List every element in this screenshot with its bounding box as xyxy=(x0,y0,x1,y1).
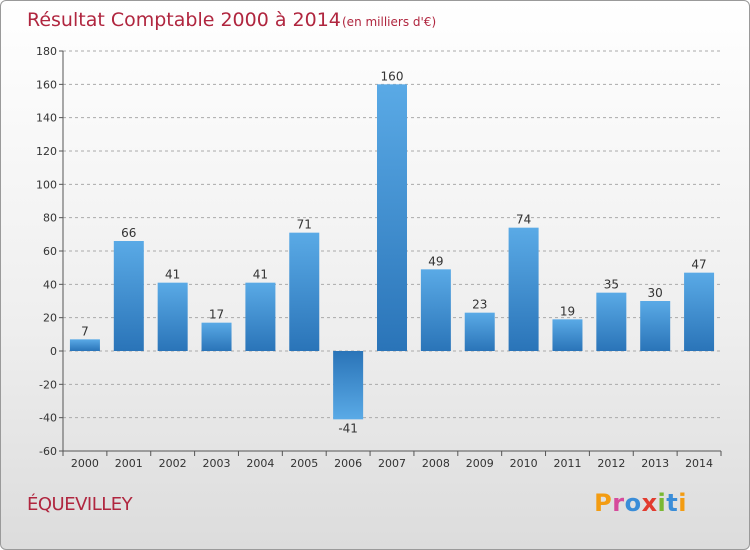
y-tick-label: -40 xyxy=(39,412,57,425)
data-label-2002: 41 xyxy=(165,268,180,282)
y-tick-label: 160 xyxy=(36,78,57,91)
y-tick-label: -20 xyxy=(39,378,57,391)
x-tick-label: 2011 xyxy=(553,457,581,470)
y-tick-label: 20 xyxy=(43,312,57,325)
x-tick-label: 2002 xyxy=(159,457,187,470)
x-tick-label: 2010 xyxy=(510,457,538,470)
bar-2004 xyxy=(245,282,276,351)
logo-letter: P xyxy=(594,489,613,517)
data-label-2000: 7 xyxy=(81,324,89,338)
bar-2014 xyxy=(684,272,715,351)
y-tick-label: 100 xyxy=(36,178,57,191)
bar-2010 xyxy=(508,227,539,351)
logo-letter: t xyxy=(666,489,679,517)
proxiti-logo[interactable]: Proxiti xyxy=(594,489,687,517)
data-label-2010: 74 xyxy=(516,213,531,227)
x-tick-label: 2004 xyxy=(246,457,274,470)
x-tick-label: 2006 xyxy=(334,457,362,470)
bar-2005 xyxy=(289,232,320,351)
bar-2012 xyxy=(596,292,627,351)
y-tick-label: 120 xyxy=(36,145,57,158)
data-label-2011: 19 xyxy=(560,304,575,318)
x-tick-label: 2014 xyxy=(685,457,713,470)
data-label-2008: 49 xyxy=(428,254,443,268)
logo-letter: i xyxy=(678,489,687,517)
x-tick-label: 2009 xyxy=(466,457,494,470)
chart-subtitle: (en milliers d'€) xyxy=(342,15,436,29)
data-label-2009: 23 xyxy=(472,298,487,312)
bar-2006 xyxy=(333,351,364,420)
bar-2000 xyxy=(69,339,100,351)
bar-2001 xyxy=(113,241,144,351)
bars xyxy=(69,84,715,420)
x-tick-label: 2003 xyxy=(203,457,231,470)
x-tick-label: 2001 xyxy=(115,457,143,470)
axes: -60 -40 -20 0 20 40 60 80 100 120 140 160 180 2000 200… xyxy=(36,45,722,470)
data-label-2007: 160 xyxy=(381,69,404,83)
logo-letter: x xyxy=(641,489,658,517)
y-tick-label: 80 xyxy=(43,212,57,225)
x-tick-label: 2007 xyxy=(378,457,406,470)
x-tick-label: 2012 xyxy=(597,457,625,470)
logo-letter: o xyxy=(624,489,642,517)
x-tick-label: 2008 xyxy=(422,457,450,470)
y-tick-label: 40 xyxy=(43,278,57,291)
y-tick-label: 0 xyxy=(50,345,57,358)
x-tick-label: 2005 xyxy=(290,457,318,470)
data-label-2004: 41 xyxy=(253,268,268,282)
y-tick-label: -60 xyxy=(39,445,57,458)
data-label-2006: -41 xyxy=(338,421,358,435)
bar-2009 xyxy=(464,312,495,351)
data-label-2001: 66 xyxy=(121,226,136,240)
bar-2007 xyxy=(377,84,407,351)
data-label-2013: 30 xyxy=(648,286,663,300)
data-label-2012: 35 xyxy=(604,278,619,292)
data-label-2005: 71 xyxy=(297,218,312,232)
x-tick-label: 2013 xyxy=(641,457,669,470)
data-label-2014: 47 xyxy=(691,258,706,272)
logo-letter: i xyxy=(657,489,667,517)
place-name: ÉQUEVILLEY xyxy=(27,494,133,515)
y-tick-label: 140 xyxy=(36,112,57,125)
bar-2011 xyxy=(552,319,583,351)
logo-letter: r xyxy=(612,489,625,517)
x-tick-label: 2000 xyxy=(71,457,99,470)
y-tick-label: 180 xyxy=(36,45,57,58)
data-label-2003: 17 xyxy=(209,308,224,322)
bar-2013 xyxy=(640,301,671,351)
data-labels: 7 66 41 17 41 71 -41 160 49 23 74 19 35 30 47 xyxy=(81,69,707,435)
y-tick-label: 60 xyxy=(43,245,57,258)
bar-2002 xyxy=(157,282,188,351)
chart-title: Résultat Comptable 2000 à 2014 xyxy=(27,9,341,31)
bar-2008 xyxy=(420,269,451,351)
bar-2003 xyxy=(201,322,232,351)
